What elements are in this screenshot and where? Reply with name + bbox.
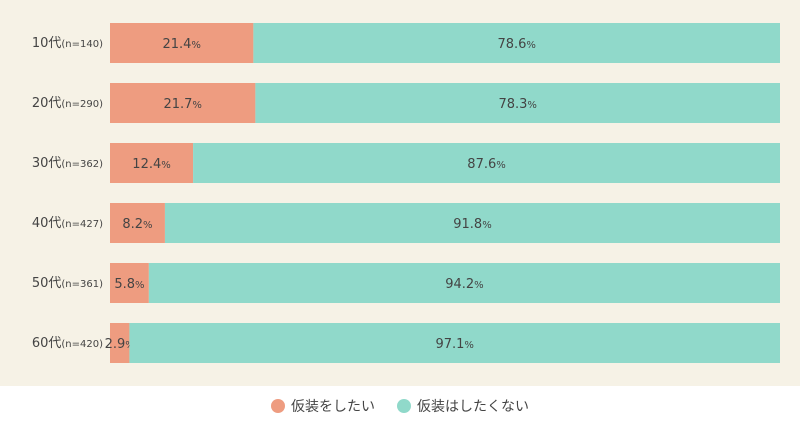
bar-segment-no bbox=[148, 263, 781, 303]
legend-swatch-no bbox=[397, 399, 411, 413]
category-label: 20代(n=290) bbox=[32, 96, 103, 111]
legend-label-yes: 仮装をしたい bbox=[291, 399, 375, 415]
bar-segment-no bbox=[193, 143, 780, 183]
data-label-yes: 21.7% bbox=[163, 97, 201, 112]
category-label: 10代(n=140) bbox=[32, 36, 103, 51]
bar-segment-no bbox=[253, 23, 780, 63]
bar-segment-yes bbox=[110, 83, 256, 123]
bar-segment-yes bbox=[110, 143, 194, 183]
chart-panel bbox=[0, 0, 800, 386]
bar-segment-yes bbox=[110, 23, 254, 63]
stacked-bar-chart: 10代(n=140) 21.4% 78.6% 20代(n=290) 21.7% 78.3%… bbox=[32, 23, 781, 363]
data-label-no: 94.2% bbox=[445, 277, 483, 292]
bar-segment-no bbox=[129, 323, 780, 363]
bar-segment-yes bbox=[110, 203, 165, 243]
data-label-no: 78.6% bbox=[497, 37, 535, 52]
category-label: 40代(n=427) bbox=[32, 216, 103, 231]
data-label-yes: 8.2% bbox=[122, 217, 152, 232]
data-label-no: 87.6% bbox=[467, 157, 505, 172]
bar-segment-no bbox=[255, 83, 780, 123]
data-label-no: 91.8% bbox=[453, 217, 491, 232]
legend-label-no: 仮装はしたくない bbox=[417, 399, 529, 415]
category-label: 30代(n=362) bbox=[32, 156, 103, 171]
legend-swatch-yes bbox=[271, 399, 285, 413]
category-label: 50代(n=361) bbox=[32, 276, 103, 291]
data-label-yes: 12.4% bbox=[132, 157, 170, 172]
data-label-yes: 21.4% bbox=[162, 37, 200, 52]
bar-segment-yes bbox=[110, 323, 130, 363]
data-label-no: 97.1% bbox=[435, 337, 473, 352]
data-label-no: 78.3% bbox=[498, 97, 536, 112]
category-label: 60代(n=420) bbox=[32, 336, 103, 351]
legend-item-yes: 仮装をしたい bbox=[271, 396, 375, 416]
legend-item-no: 仮装はしたくない bbox=[397, 396, 529, 416]
chart-legend: 仮装をしたい 仮装はしたくない bbox=[0, 392, 800, 420]
bar-segment-yes bbox=[110, 263, 149, 303]
bar-segment-no bbox=[164, 203, 780, 243]
data-label-yes: 5.8% bbox=[114, 277, 144, 292]
